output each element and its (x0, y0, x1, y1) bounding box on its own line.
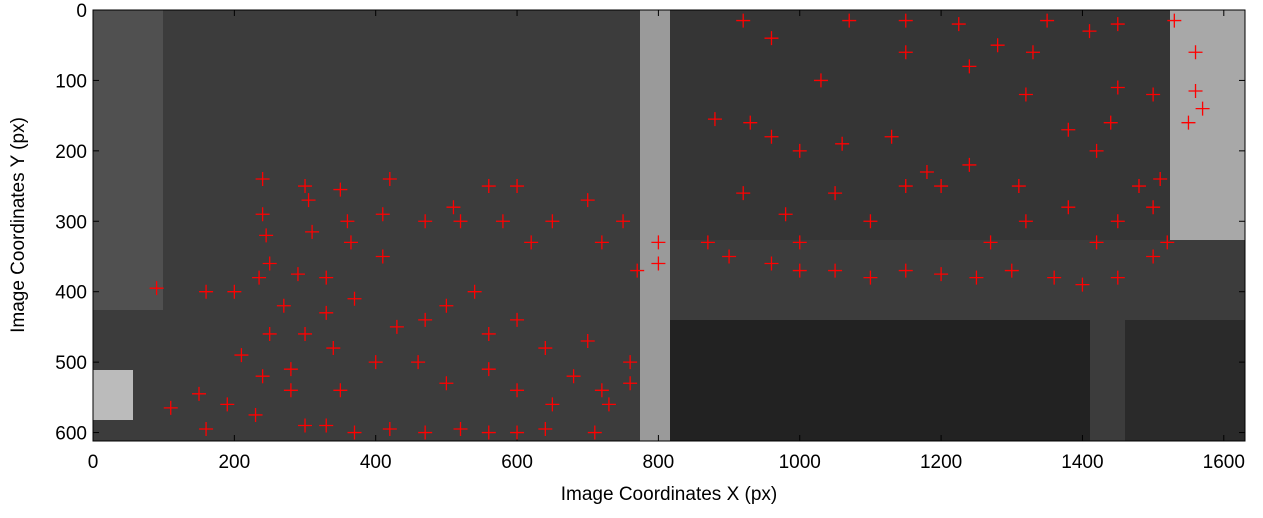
image-region (1170, 10, 1245, 240)
y-tick-label: 500 (55, 353, 87, 374)
x-tick-label: 1200 (920, 452, 962, 473)
y-tick-label: 100 (55, 71, 87, 92)
x-tick-label: 1000 (779, 452, 821, 473)
x-tick-label: 0 (88, 452, 99, 473)
image-region (670, 320, 1090, 441)
y-tick-label: 600 (55, 424, 87, 445)
x-tick-label: 1400 (1061, 452, 1103, 473)
x-tick-label: 400 (360, 452, 392, 473)
y-axis-label: Image Coordinates Y (px) (8, 117, 29, 333)
x-tick-label: 1600 (1203, 452, 1245, 473)
chart: Image Coordinates X (px) Image Coordinat… (0, 0, 1263, 513)
y-tick-label: 0 (76, 1, 87, 22)
image-region (640, 10, 670, 441)
y-tick-label: 400 (55, 283, 87, 304)
x-tick-label: 800 (643, 452, 675, 473)
x-tick-label: 600 (501, 452, 533, 473)
x-axis-label: Image Coordinates X (px) (561, 484, 778, 505)
y-tick-label: 200 (55, 142, 87, 163)
y-tick-label: 300 (55, 212, 87, 233)
page: Image Coordinates X (px) Image Coordinat… (0, 0, 1263, 518)
image-region (93, 10, 163, 310)
image-region (670, 10, 1170, 240)
image-region (93, 370, 133, 420)
x-tick-label: 200 (218, 452, 250, 473)
image-region (1125, 320, 1245, 441)
